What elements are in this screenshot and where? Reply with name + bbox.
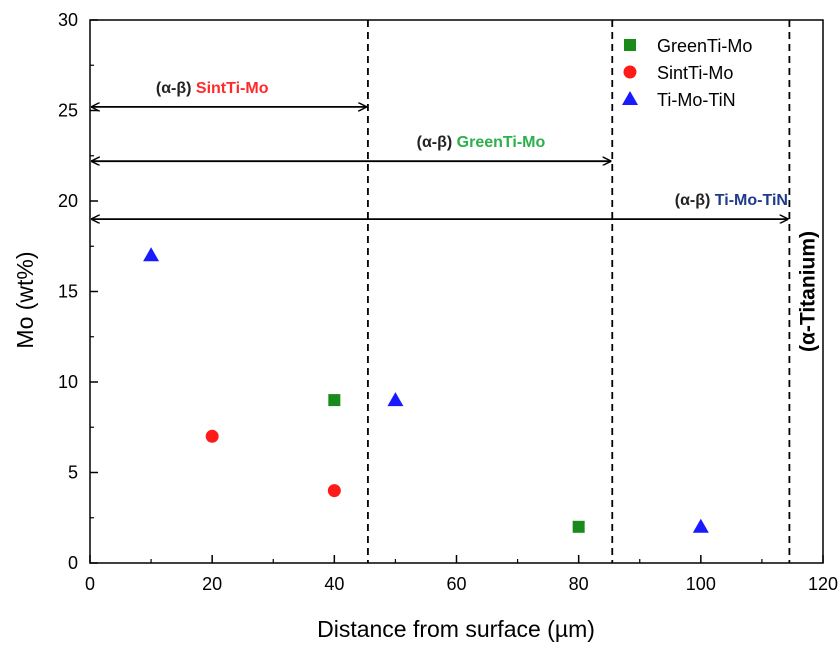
- data-points: [143, 247, 709, 533]
- x-axis-label: Distance from surface (µm): [317, 616, 595, 642]
- legend-marker-triangle: [622, 91, 638, 105]
- y-tick-label: 30: [58, 10, 78, 30]
- x-tick-label: 80: [569, 574, 589, 594]
- legend-marker-square: [624, 39, 636, 51]
- data-point-triangle: [143, 247, 160, 262]
- data-point-square: [572, 520, 585, 533]
- axis-ticks: 0 20 40 60 80 100 120 0 5 10 15 20 25 30: [58, 10, 838, 594]
- y-tick-label: 10: [58, 372, 78, 392]
- plot-frame: [89, 19, 824, 564]
- data-point-triangle: [692, 518, 709, 533]
- legend-label: SintTi-Mo: [657, 63, 733, 83]
- data-point-square: [328, 394, 341, 407]
- boundary-lines: [367, 20, 791, 563]
- y-tick-label: 15: [58, 282, 78, 302]
- y-axis-label: Mo (wt%): [12, 251, 38, 348]
- phase-range-arrows: (α-β) SintTi-Mo(α-β) GreenTi-Mo(α-β) Ti-…: [91, 80, 820, 352]
- legend-label: Ti-Mo-TiN: [657, 90, 736, 110]
- range-label: (α-β) GreenTi-Mo: [417, 134, 546, 151]
- region-label: (α-Titanium): [797, 231, 820, 352]
- range-label-name: SintTi-Mo: [196, 80, 269, 97]
- legend: GreenTi-Mo SintTi-Mo Ti-Mo-TiN: [622, 36, 752, 110]
- range-label-prefix: (α-β): [156, 80, 196, 97]
- x-tick-label: 20: [202, 574, 222, 594]
- x-tick-label: 60: [446, 574, 466, 594]
- x-tick-label: 0: [85, 574, 95, 594]
- y-tick-label: 0: [68, 553, 78, 573]
- range-label-name: GreenTi-Mo: [457, 134, 546, 151]
- legend-marker-circle: [623, 65, 637, 79]
- x-tick-label: 100: [686, 574, 716, 594]
- legend-label: GreenTi-Mo: [657, 36, 752, 56]
- data-point-circle: [205, 429, 219, 443]
- data-point-triangle: [387, 392, 404, 407]
- range-label: (α-β) SintTi-Mo: [156, 80, 269, 97]
- x-tick-label: 120: [808, 574, 838, 594]
- y-tick-label: 5: [68, 463, 78, 483]
- range-label-prefix: (α-β): [417, 134, 457, 151]
- range-label: (α-β) Ti-Mo-TiN: [675, 192, 788, 209]
- x-tick-label: 40: [324, 574, 344, 594]
- y-tick-label: 25: [58, 101, 78, 121]
- y-tick-label: 20: [58, 191, 78, 211]
- range-label-prefix: (α-β): [675, 192, 715, 209]
- range-label-name: Ti-Mo-TiN: [715, 192, 788, 209]
- data-point-circle: [327, 484, 341, 498]
